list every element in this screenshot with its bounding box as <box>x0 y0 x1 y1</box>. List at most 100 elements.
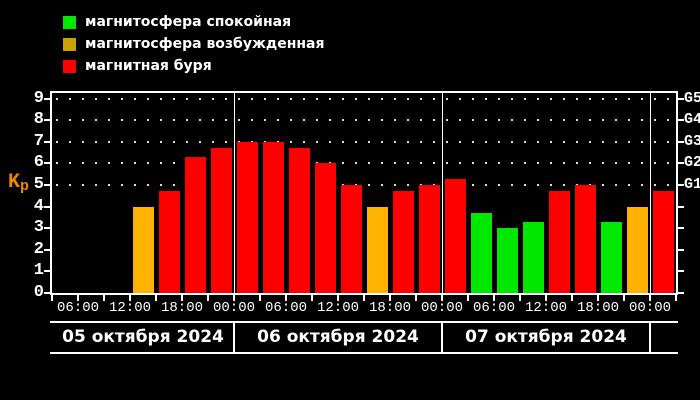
g-scale-label: G3 <box>684 132 700 150</box>
kp-bar <box>470 213 492 293</box>
time-label: 06:00 <box>472 300 515 316</box>
kp-bar <box>288 148 310 293</box>
y-tick <box>678 292 684 294</box>
y-tick <box>678 205 684 208</box>
y-tick <box>678 270 684 273</box>
y-axis-title-kp: Kp <box>8 173 29 197</box>
y-tick <box>678 248 684 251</box>
x-tick <box>77 295 79 301</box>
y-tick <box>678 140 684 143</box>
y-tick <box>678 97 684 100</box>
y-tick <box>44 205 50 208</box>
y-tick-label: 8 <box>33 110 44 130</box>
y-tick <box>678 184 684 186</box>
x-tick <box>103 295 105 301</box>
kp-subscript: p <box>20 178 30 195</box>
grid-dotted-line <box>56 162 673 165</box>
kp-bar <box>418 185 440 293</box>
kp-bar <box>184 156 206 293</box>
kp-bar <box>340 185 362 293</box>
y-tick <box>44 248 50 251</box>
x-tick <box>311 295 313 301</box>
x-tick <box>415 295 417 301</box>
date-separator <box>441 321 443 354</box>
y-tick <box>44 119 50 122</box>
y-tick <box>678 119 684 122</box>
x-tick <box>259 295 261 301</box>
kp-bar <box>236 141 258 293</box>
kp-bar <box>626 206 648 293</box>
time-label: 00:00 <box>420 300 463 316</box>
x-tick <box>571 295 573 301</box>
legend-label-excited: магнитосфера возбужденная <box>85 36 325 52</box>
x-tick <box>51 295 53 301</box>
grid-dotted-line <box>56 184 673 186</box>
time-label: 18:00 <box>160 300 203 316</box>
y-tick-label: 9 <box>33 88 44 108</box>
excited-color-swatch <box>63 37 76 51</box>
storm-color-swatch <box>63 59 76 73</box>
y-tick <box>44 162 50 165</box>
legend: магнитосфера спокойная магнитосфера возб… <box>63 11 324 77</box>
x-tick <box>493 295 495 301</box>
plot-inner <box>52 93 676 293</box>
date-label: 07 октября 2024 <box>465 327 627 347</box>
y-tick <box>678 162 684 165</box>
kp-bar <box>652 191 674 293</box>
plot-area <box>50 91 678 295</box>
date-label: 06 октября 2024 <box>257 327 419 347</box>
time-label: 00:00 <box>212 300 255 316</box>
kp-bar <box>262 141 284 293</box>
kp-bar <box>600 221 622 293</box>
legend-item-excited: магнитосфера возбужденная <box>63 33 324 55</box>
y-tick <box>44 292 50 294</box>
x-tick <box>675 295 677 301</box>
time-label: 12:00 <box>316 300 359 316</box>
y-tick-label: 2 <box>33 239 44 259</box>
g-scale-label: G2 <box>684 154 700 172</box>
x-tick <box>649 295 651 301</box>
y-tick-label: 1 <box>33 261 44 281</box>
x-tick <box>155 295 157 301</box>
kp-bar <box>158 191 180 293</box>
grid-dotted-line <box>56 140 673 143</box>
y-tick-label: 6 <box>33 153 44 173</box>
y-tick <box>44 270 50 273</box>
x-tick <box>129 295 131 301</box>
x-tick <box>337 295 339 301</box>
y-tick-label: 7 <box>33 131 44 151</box>
time-label: 06:00 <box>56 300 99 316</box>
g-scale-label: G5 <box>684 89 700 107</box>
y-tick-label: 4 <box>33 196 44 216</box>
kp-bar <box>392 191 414 293</box>
g-scale-label: G4 <box>684 111 700 129</box>
day-divider-line <box>233 93 235 293</box>
kp-bar <box>574 185 596 293</box>
kp-bar <box>444 178 466 293</box>
kp-bar <box>210 148 232 293</box>
time-label: 12:00 <box>108 300 151 316</box>
kp-bar <box>548 191 570 293</box>
x-tick <box>285 295 287 301</box>
day-divider-line <box>649 93 651 293</box>
time-label: 00:00 <box>628 300 671 316</box>
x-tick <box>623 295 625 301</box>
kp-bar <box>366 206 388 293</box>
y-tick-label: 3 <box>33 218 44 238</box>
y-tick <box>44 140 50 143</box>
time-label: 06:00 <box>264 300 307 316</box>
time-label: 12:00 <box>524 300 567 316</box>
date-label: 05 октября 2024 <box>62 327 224 347</box>
x-tick <box>207 295 209 301</box>
grid-dotted-line <box>56 119 673 122</box>
y-tick-label: 5 <box>33 175 44 194</box>
y-tick-label: 0 <box>33 283 44 302</box>
legend-item-storm: магнитная буря <box>63 55 324 77</box>
date-separator <box>649 321 651 354</box>
kp-bar <box>314 163 336 293</box>
date-band-top-line <box>50 321 678 323</box>
y-tick <box>44 97 50 100</box>
date-band-bottom-line <box>50 352 678 354</box>
x-tick <box>389 295 391 301</box>
